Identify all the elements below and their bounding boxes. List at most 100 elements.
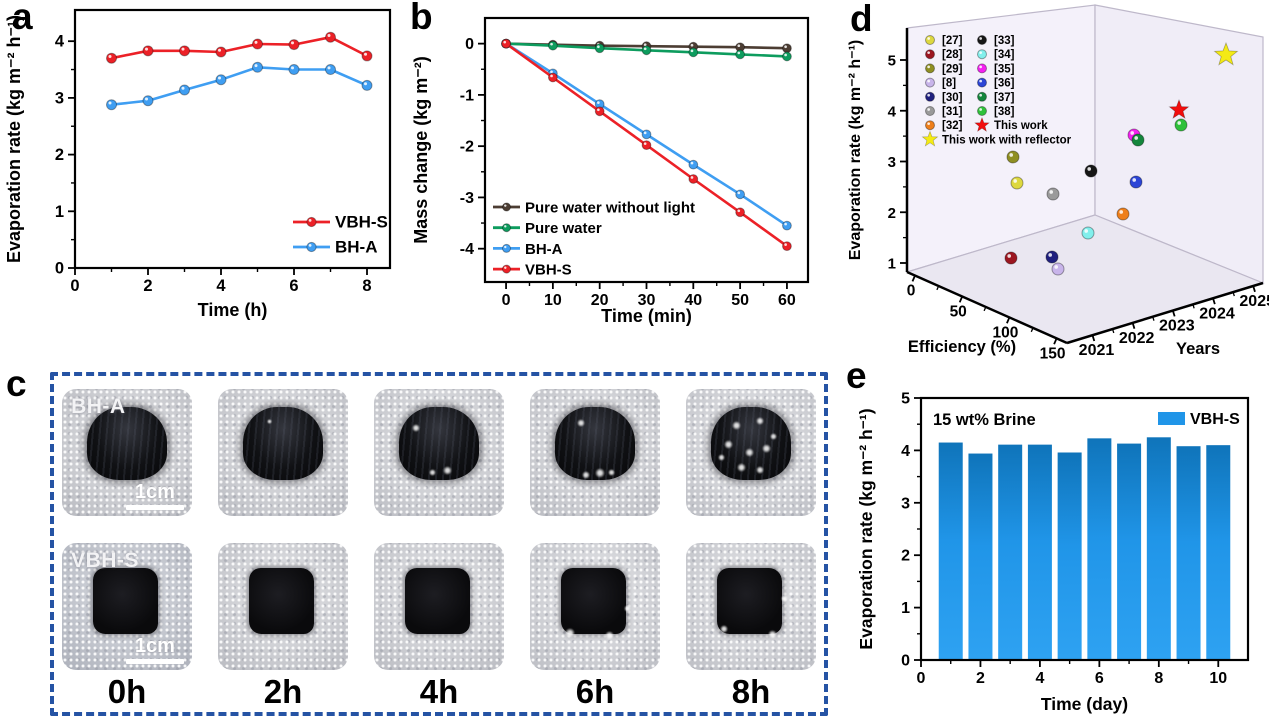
salt-spot xyxy=(762,443,772,453)
svg-text:BH-A: BH-A xyxy=(335,238,378,257)
panel_a-svg: 0 2 4 6 8 0 1 2 3 4 Time (h) Evaporation rate (kg m… xyxy=(4,8,392,320)
evaporation-rate-line-chart: 0 2 4 6 8 0 1 2 3 4 Time (h) Evaporation rate (kg m… xyxy=(0,0,405,340)
salt-spot xyxy=(724,439,734,449)
svg-text:2: 2 xyxy=(976,670,985,687)
svg-text:0: 0 xyxy=(55,260,64,278)
svg-text:[37]: [37] xyxy=(994,92,1015,104)
salt-spot xyxy=(607,468,615,476)
photo-BH-A-4h xyxy=(374,389,504,516)
svg-text:[27]: [27] xyxy=(942,35,963,47)
salt-spot xyxy=(565,627,576,638)
svg-text:10: 10 xyxy=(544,292,562,309)
time-label-0h: 0h xyxy=(107,673,147,710)
svg-text:2: 2 xyxy=(55,146,64,164)
svg-text:[36]: [36] xyxy=(994,78,1015,90)
salt-spot xyxy=(443,465,452,475)
svg-text:[28]: [28] xyxy=(942,49,963,61)
salt-spot xyxy=(605,631,615,641)
svg-text:0: 0 xyxy=(907,283,916,300)
panel-label-e: e xyxy=(846,355,867,396)
svg-text:2022: 2022 xyxy=(1119,330,1155,347)
svg-text:0: 0 xyxy=(70,277,79,295)
panel-label-b: b xyxy=(410,0,433,37)
svg-text:2025: 2025 xyxy=(1239,293,1269,310)
time-label-2h: 2h xyxy=(263,673,303,710)
salt-spot xyxy=(577,418,586,427)
photo-VBH-S-2h xyxy=(218,543,348,670)
svg-text:10: 10 xyxy=(1209,670,1227,687)
salt-spot xyxy=(732,421,742,431)
sample-blob-BH-A xyxy=(554,406,636,481)
panel-label-c: c xyxy=(6,363,27,404)
photo-BH-A-6h xyxy=(530,389,660,516)
svg-text:This work with reflector: This work with reflector xyxy=(942,134,1072,146)
plot-frame xyxy=(483,16,810,284)
salt-spot xyxy=(737,463,747,473)
salt-spot xyxy=(780,594,788,602)
salt-spot xyxy=(755,417,764,426)
photo-BH-A-8h xyxy=(686,389,816,516)
svg-text:2: 2 xyxy=(888,205,896,222)
x-axis-title: Time (day) xyxy=(1041,694,1128,714)
svg-text:0: 0 xyxy=(502,292,511,309)
sample-photo-series: BH-A 1cm VBH-S 1cm 0h 2h 4h 6h 8h xyxy=(50,372,828,716)
svg-text:4: 4 xyxy=(901,443,910,460)
scale-bar: 1cm xyxy=(125,635,185,664)
time-label-6h: 6h xyxy=(575,673,615,710)
panel-d: d 1234505010015020212022202320242025Evap… xyxy=(830,0,1269,370)
salt-spot xyxy=(719,625,728,634)
svg-text:BH-A: BH-A xyxy=(525,241,563,258)
svg-text:2024: 2024 xyxy=(1199,305,1235,322)
panel_e-svg: 0 2 4 6 8 10 0 1 2 3 4 5 Time (day) Evaporation rate … xyxy=(856,391,1250,714)
svg-text:2: 2 xyxy=(901,548,910,565)
svg-text:150: 150 xyxy=(1040,345,1066,362)
svg-text:30: 30 xyxy=(638,292,656,309)
svg-text:[30]: [30] xyxy=(942,92,963,104)
axes-ticks: 0 10 20 30 40 50 60 0 -1 -2 -3 -4 xyxy=(460,36,796,309)
sample-blob-BH-A xyxy=(242,406,324,481)
salt-spot xyxy=(411,424,420,433)
svg-text:4: 4 xyxy=(888,103,897,120)
sample-blob-VBH-S xyxy=(405,568,471,635)
svg-text:[38]: [38] xyxy=(994,106,1015,118)
svg-text:2023: 2023 xyxy=(1159,318,1195,335)
panel-a: a 0 2 4 6 8 0 1 2 3 4 Time (h) Evaporation rate (kg… xyxy=(0,0,405,340)
salt-spot xyxy=(744,448,754,457)
svg-text:[34]: [34] xyxy=(994,49,1015,61)
sample-blob-BH-A xyxy=(710,406,792,481)
svg-text:VBH-S: VBH-S xyxy=(335,213,388,232)
sample-blob-BH-A xyxy=(86,406,168,481)
svg-text:5: 5 xyxy=(888,53,896,70)
literature-comparison-3d-scatter: 1234505010015020212022202320242025Evapor… xyxy=(830,0,1269,370)
svg-text:-4: -4 xyxy=(460,241,474,258)
sample-blob-VBH-S xyxy=(717,568,788,639)
series-BH-A xyxy=(106,61,373,111)
legend: VBH-S BH-A xyxy=(293,213,388,257)
salt-spot xyxy=(769,433,777,441)
y-axis-title: Evaporation rate (kg m⁻² h⁻¹) xyxy=(4,15,24,263)
photo-BH-A-0h: BH-A 1cm xyxy=(62,389,192,516)
panel_b-svg: 0 10 20 30 40 50 60 0 -1 -2 -3 -4 Time (min) Mass cha… xyxy=(411,16,810,326)
axes-3d: 1234505010015020212022202320242025 xyxy=(888,28,1269,362)
sample-label-BH-A: BH-A xyxy=(71,395,126,419)
plot-frame xyxy=(73,8,392,270)
svg-text:[31]: [31] xyxy=(942,106,963,118)
scale-bar: 1cm xyxy=(125,481,185,510)
svg-text:50: 50 xyxy=(950,303,967,320)
svg-text:3: 3 xyxy=(901,495,910,512)
svg-text:VBH-S: VBH-S xyxy=(1190,411,1240,428)
svg-text:1: 1 xyxy=(55,203,64,221)
axes-ticks: 0 2 4 6 8 0 1 2 3 4 xyxy=(55,33,372,295)
brine-stability-bar-chart: 0 2 4 6 8 10 0 1 2 3 4 5 Time (day) Evaporation rate … xyxy=(830,365,1269,720)
svg-text:[32]: [32] xyxy=(942,120,963,132)
y-axis-title: Mass change (kg m⁻²) xyxy=(411,56,431,244)
salt-spot xyxy=(594,467,605,478)
svg-text:40: 40 xyxy=(684,292,702,309)
legend: [27] [28] [29] [8] [30] [31] [32] [33] [34] [35] [… xyxy=(921,35,1072,147)
mass-change-line-chart: 0 10 20 30 40 50 60 0 -1 -2 -3 -4 Time (min) Mass cha… xyxy=(400,0,830,340)
svg-text:50: 50 xyxy=(731,292,749,309)
svg-text:3: 3 xyxy=(55,89,64,107)
sample-blob-VBH-S xyxy=(561,568,632,641)
salt-spot xyxy=(717,453,725,461)
